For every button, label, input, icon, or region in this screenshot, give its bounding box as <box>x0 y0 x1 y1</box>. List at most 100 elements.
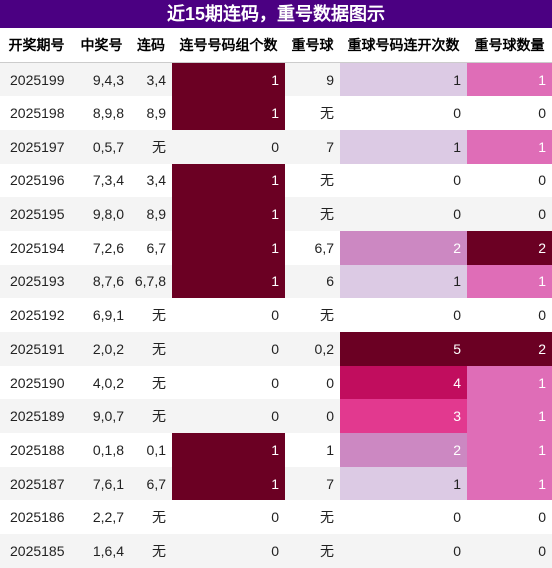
repeat-count-cell: 1 <box>467 433 552 467</box>
consecutive-groups-cell: 1 <box>172 163 285 198</box>
consecutive-groups-cell: 1 <box>172 230 285 265</box>
consecutive-groups-cell: 1 <box>172 466 285 501</box>
repeat-count-cell: 0 <box>538 307 546 324</box>
repeat-ball-cell: 1 <box>326 441 334 458</box>
consecutive-groups-cell: 0 <box>172 332 285 366</box>
consecutive-groups-cell: 1 <box>172 197 285 231</box>
period-cell: 2025193 <box>0 264 73 299</box>
header-repeat-streak: 重球号码连开次数 <box>340 28 467 63</box>
repeat-count-cell: 0 <box>538 172 546 189</box>
repeat-ball-cell: 0 <box>326 374 334 391</box>
repeat-ball-cell: 0 <box>285 399 340 434</box>
consecutive-cell: 无 <box>152 374 166 391</box>
period-cell: 2025196 <box>10 172 65 189</box>
table-row: 2025189 9,0,7 无 0 0 3 1 <box>0 399 552 434</box>
table-row: 2025186 2,2,7 无 0 无 0 0 <box>0 500 552 534</box>
repeat-ball-cell: 无 <box>285 534 340 568</box>
repeat-count-cell: 1 <box>467 399 552 434</box>
header-repeat-ball: 重号球 <box>285 28 340 63</box>
consecutive-groups-cell: 0 <box>271 307 279 324</box>
winning-number-cell: 7,2,6 <box>92 239 124 256</box>
winning-number-cell: 1,6,4 <box>73 534 130 568</box>
winning-number-cell: 8,9,8 <box>92 105 124 122</box>
winning-number-cell: 2,0,2 <box>73 332 130 366</box>
period-cell: 2025197 <box>0 129 73 164</box>
table-row: 2025193 8,7,6 6,7,8 1 6 1 1 <box>0 264 552 299</box>
winning-number-cell: 6,9,1 <box>92 307 124 324</box>
header-repeat-count: 重号球数量 <box>467 28 552 63</box>
repeat-count-cell: 0 <box>538 509 546 526</box>
period-cell: 2025191 <box>0 332 73 366</box>
table-row: 2025195 9,8,0 8,9 1 无 0 0 <box>0 197 552 231</box>
table-row: 2025187 7,6,1 6,7 1 7 1 1 <box>0 466 552 501</box>
repeat-streak-cell: 0 <box>453 509 461 526</box>
period-cell: 2025188 <box>10 441 65 458</box>
repeat-streak-cell: 1 <box>340 62 467 97</box>
repeat-streak-cell: 1 <box>340 129 467 164</box>
winning-number-cell: 4,0,2 <box>92 374 124 391</box>
repeat-ball-cell: 无 <box>320 105 334 122</box>
table-row: 2025185 1,6,4 无 0 无 0 0 <box>0 534 552 568</box>
period-cell: 2025199 <box>0 62 73 97</box>
consecutive-groups-cell: 0 <box>172 129 285 164</box>
repeat-streak-cell: 0 <box>453 105 461 122</box>
consecutive-cell: 6,7 <box>130 466 172 501</box>
period-cell: 2025187 <box>0 466 73 501</box>
consecutive-cell: 无 <box>130 332 172 366</box>
repeat-ball-cell: 无 <box>320 307 334 324</box>
repeat-streak-cell: 0 <box>453 172 461 189</box>
header-consecutive: 连码 <box>130 28 172 63</box>
consecutive-cell: 8,9 <box>130 197 172 231</box>
consecutive-groups-cell: 0 <box>172 399 285 434</box>
table-row: 2025197 0,5,7 无 0 7 1 1 <box>0 129 552 164</box>
table-row: 2025188 0,1,8 0,1 1 1 2 1 <box>0 433 552 467</box>
table-row: 2025196 7,3,4 3,4 1 无 0 0 <box>0 163 552 198</box>
consecutive-groups-cell: 0 <box>172 534 285 568</box>
winning-number-cell: 9,4,3 <box>73 62 130 97</box>
consecutive-groups-cell: 1 <box>172 264 285 299</box>
repeat-count-cell: 0 <box>467 534 552 568</box>
consecutive-cell: 无 <box>152 509 166 526</box>
table-row: 2025198 8,9,8 8,9 1 无 0 0 <box>0 96 552 130</box>
data-table: 开奖期号 中奖号 连码 连号号码组个数 重号球 重球号码连开次数 重号球数量 2… <box>0 28 552 568</box>
winning-number-cell: 7,6,1 <box>73 466 130 501</box>
repeat-count-cell: 2 <box>467 230 552 265</box>
period-cell: 2025190 <box>10 374 65 391</box>
repeat-streak-cell: 2 <box>340 230 467 265</box>
header-row: 开奖期号 中奖号 连码 连号号码组个数 重号球 重球号码连开次数 重号球数量 <box>0 28 552 63</box>
repeat-streak-cell: 0 <box>340 534 467 568</box>
period-cell: 2025194 <box>10 239 65 256</box>
repeat-count-cell: 1 <box>467 365 552 400</box>
period-cell: 2025195 <box>0 197 73 231</box>
repeat-ball-cell: 无 <box>320 509 334 526</box>
repeat-streak-cell: 2 <box>340 433 467 467</box>
repeat-count-cell: 0 <box>538 105 546 122</box>
repeat-ball-cell: 0,2 <box>285 332 340 366</box>
winning-number-cell: 0,1,8 <box>92 441 124 458</box>
repeat-streak-cell: 5 <box>340 332 467 366</box>
period-cell: 2025185 <box>0 534 73 568</box>
winning-number-cell: 9,8,0 <box>73 197 130 231</box>
repeat-ball-cell: 7 <box>285 466 340 501</box>
repeat-streak-cell: 0 <box>340 197 467 231</box>
consecutive-cell: 6,7,8 <box>130 264 172 299</box>
consecutive-cell: 6,7 <box>146 239 166 256</box>
consecutive-cell: 8,9 <box>146 105 166 122</box>
repeat-count-cell: 0 <box>467 197 552 231</box>
table-row: 2025190 4,0,2 无 0 0 4 1 <box>0 365 552 400</box>
winning-number-cell: 9,0,7 <box>73 399 130 434</box>
table-row: 2025192 6,9,1 无 0 无 0 0 <box>0 298 552 332</box>
repeat-count-cell: 1 <box>467 264 552 299</box>
consecutive-cell: 无 <box>130 129 172 164</box>
table-row: 2025199 9,4,3 3,4 1 9 1 1 <box>0 62 552 97</box>
winning-number-cell: 8,7,6 <box>73 264 130 299</box>
header-winning-number: 中奖号 <box>73 28 130 63</box>
repeat-ball-cell: 9 <box>285 62 340 97</box>
repeat-streak-cell: 4 <box>340 365 467 400</box>
winning-number-cell: 0,5,7 <box>73 129 130 164</box>
header-period: 开奖期号 <box>0 28 73 63</box>
period-cell: 2025192 <box>10 307 65 324</box>
consecutive-cell: 3,4 <box>146 172 166 189</box>
winning-number-cell: 2,2,7 <box>92 509 124 526</box>
repeat-streak-cell: 1 <box>340 264 467 299</box>
